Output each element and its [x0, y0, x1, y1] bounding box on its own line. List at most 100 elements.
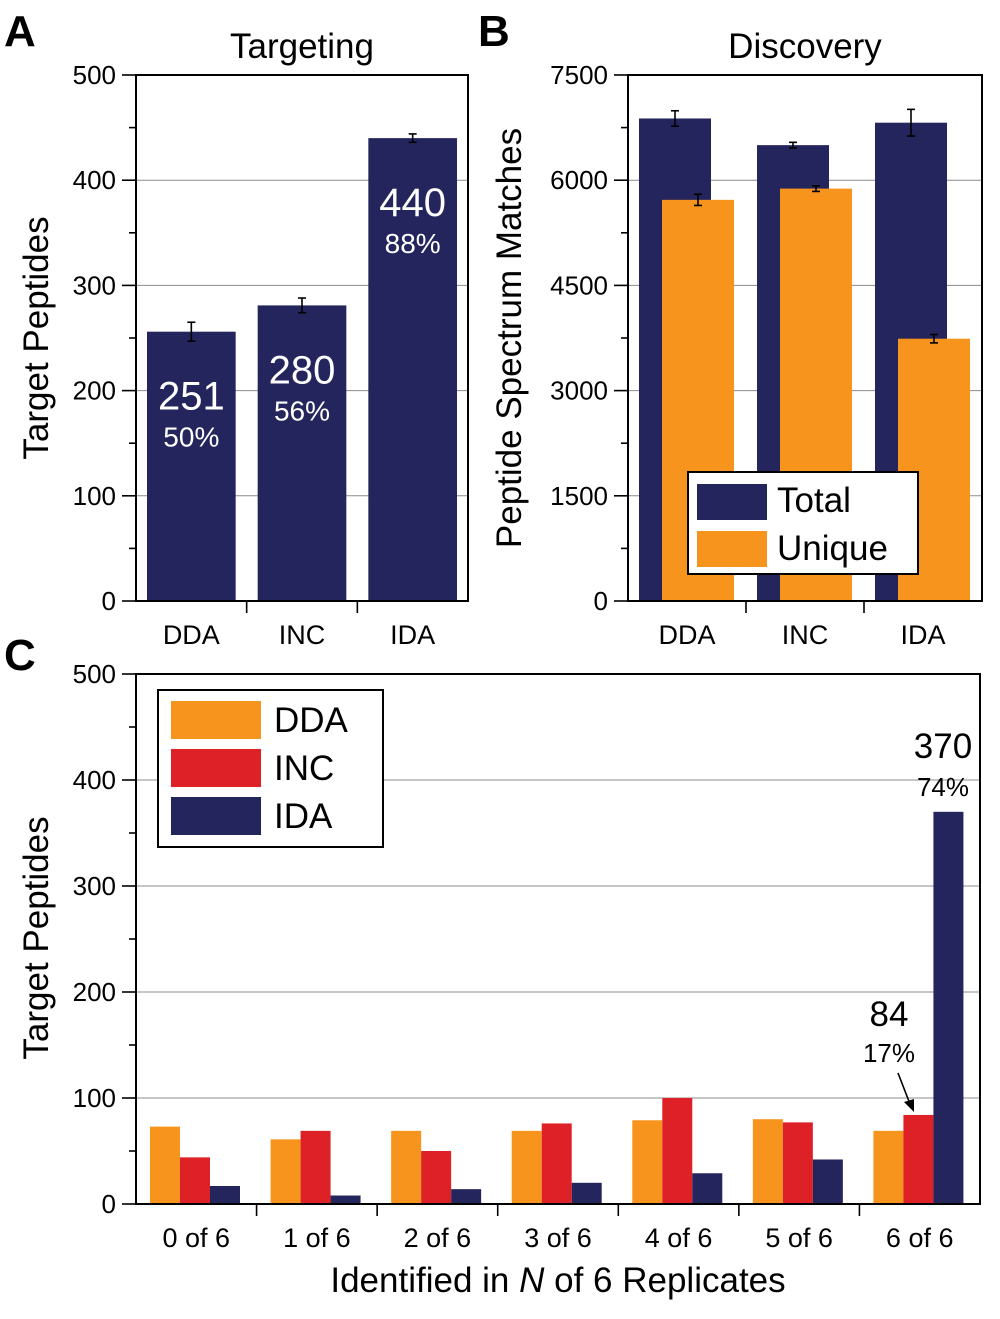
- panel-letter-c: C: [4, 631, 36, 680]
- bar-ida: [368, 138, 457, 601]
- bar-label-percent-inc: 56%: [274, 395, 330, 426]
- panel-c-xlabel: Identified in N of 6 Replicates: [330, 1261, 785, 1300]
- b-ytick-label-0: 0: [594, 586, 608, 616]
- panel-c-xlabel-part-1: Identified in: [330, 1261, 519, 1300]
- legend-label-unique: Unique: [777, 529, 888, 568]
- bar-inc-2-of-6: [421, 1151, 452, 1204]
- annotation-84-percent: 17%: [863, 1038, 915, 1068]
- legend-swatch-ida: [171, 797, 261, 835]
- panel-b: Discovery Peptide Spectrum Matches 0 1500…: [490, 27, 983, 650]
- bar-dda-4-of-6: [632, 1120, 663, 1204]
- b-xtick-label-inc: INC: [782, 620, 829, 650]
- bar-inc-1-of-6: [300, 1130, 331, 1204]
- bar-dda: [147, 331, 236, 601]
- annotation-84-arrowhead: [904, 1099, 914, 1112]
- panel-letter-b: B: [478, 7, 510, 56]
- annotation-84-value: 84: [870, 995, 909, 1034]
- legend-label-ida: IDA: [274, 797, 333, 836]
- legend-label-inc: INC: [274, 749, 334, 788]
- b-ytick-label-1500: 1500: [550, 481, 608, 511]
- bar-dda-6-of-6: [873, 1130, 904, 1204]
- bar-dda-3-of-6: [511, 1130, 542, 1204]
- panel-letter-a: A: [4, 7, 36, 56]
- panel-b-x-ticks: DDA INC IDA: [658, 601, 946, 650]
- a-xtick-label-dda: DDA: [163, 620, 220, 650]
- bar-ida-4-of-6: [692, 1173, 723, 1204]
- panel-c-ylabel: Target Peptides: [17, 816, 56, 1059]
- c-xtick-label-3-of-6: 3 of 6: [524, 1223, 592, 1253]
- c-xtick-label-6-of-6: 6 of 6: [886, 1223, 954, 1253]
- bar-inc-0-of-6: [180, 1157, 210, 1204]
- c-ytick-label-400: 400: [73, 765, 116, 795]
- a-ytick-label-400: 400: [73, 165, 116, 195]
- bar-inc-5-of-6: [782, 1122, 813, 1204]
- c-xtick-label-0-of-6: 0 of 6: [163, 1223, 231, 1253]
- bar-inc-4-of-6: [662, 1098, 693, 1204]
- bar-ida-6-of-6: [933, 811, 964, 1204]
- c-xtick-label-5-of-6: 5 of 6: [765, 1223, 833, 1253]
- bar-ida-3-of-6: [571, 1182, 602, 1204]
- bar-dda-5-of-6: [752, 1119, 783, 1204]
- bar-label-percent-dda: 50%: [163, 422, 219, 453]
- legend-swatch-unique: [697, 531, 767, 567]
- b-ytick-label-3000: 3000: [550, 376, 608, 406]
- bar-ida-5-of-6: [812, 1159, 843, 1204]
- b-xtick-label-ida: IDA: [900, 620, 945, 650]
- c-ytick-label-0: 0: [102, 1189, 116, 1219]
- bar-ida-0-of-6: [210, 1185, 240, 1204]
- bar-dda-1-of-6: [270, 1139, 301, 1204]
- panel-c-x-ticks: 0 of 6 1 of 6 2 of 6 3 of 6 4 of 6 5 of 6 6 of…: [163, 1204, 954, 1253]
- legend-swatch-total: [697, 484, 767, 520]
- bar-inc-6-of-6: [903, 1114, 934, 1204]
- a-ytick-label-200: 200: [73, 376, 116, 406]
- c-ytick-label-100: 100: [73, 1083, 116, 1113]
- bar-inc: [257, 305, 347, 601]
- c-xtick-label-2-of-6: 2 of 6: [404, 1223, 472, 1253]
- a-ytick-label-300: 300: [73, 270, 116, 300]
- panel-a-ylabel: Target Peptides: [17, 216, 56, 459]
- legend-swatch-dda: [171, 701, 261, 739]
- panel-c: Target Peptides 0 100 200 300 400 500 0 of 6 1…: [17, 659, 981, 1300]
- annotation-370-value: 370: [914, 727, 972, 766]
- panel-a-title: Targeting: [230, 27, 374, 66]
- bar-dda-2-of-6: [391, 1130, 422, 1204]
- c-ytick-label-300: 300: [73, 871, 116, 901]
- a-ytick-label-500: 500: [73, 60, 116, 90]
- legend-label-total: Total: [777, 481, 851, 520]
- bar-dda-0-of-6: [150, 1126, 180, 1204]
- panel-a-bars: [147, 133, 457, 601]
- bar-label-value-ida: 440: [379, 181, 446, 225]
- panel-b-ylabel: Peptide Spectrum Matches: [490, 128, 529, 548]
- b-ytick-label-7500: 7500: [550, 60, 608, 90]
- annotation-84-arrow: [897, 1072, 911, 1105]
- panel-b-legend: Total Unique: [687, 471, 919, 575]
- a-xtick-label-ida: IDA: [390, 620, 435, 650]
- legend-label-dda: DDA: [274, 701, 349, 740]
- c-xtick-label-4-of-6: 4 of 6: [645, 1223, 713, 1253]
- a-xtick-label-inc: INC: [279, 620, 326, 650]
- panel-c-legend: DDA INC IDA: [157, 689, 384, 848]
- a-ytick-label-100: 100: [73, 481, 116, 511]
- panel-b-title: Discovery: [728, 27, 882, 66]
- bar-label-percent-ida: 88%: [385, 228, 441, 259]
- panel-a-y-ticks: 0 100 200 300 400 500: [73, 60, 136, 616]
- annotation-370-percent: 74%: [917, 772, 969, 802]
- panel-c-bars: [150, 811, 964, 1204]
- b-ytick-label-6000: 6000: [550, 165, 608, 195]
- bar-ida-1-of-6: [330, 1195, 361, 1204]
- bar-label-value-dda: 251: [158, 375, 225, 419]
- bar-ida-2-of-6: [451, 1189, 482, 1204]
- b-ytick-label-4500: 4500: [550, 270, 608, 300]
- c-ytick-label-200: 200: [73, 977, 116, 1007]
- a-ytick-label-0: 0: [102, 586, 116, 616]
- panel-c-xlabel-part-3: of 6 Replicates: [544, 1261, 785, 1300]
- panel-b-y-ticks: 0 1500 3000 4500 6000 7500: [550, 60, 628, 616]
- b-xtick-label-dda: DDA: [658, 620, 715, 650]
- panel-a-x-ticks: DDA INC IDA: [163, 601, 435, 650]
- legend-swatch-inc: [171, 749, 261, 787]
- c-xtick-label-1-of-6: 1 of 6: [283, 1223, 351, 1253]
- bar-label-value-inc: 280: [269, 348, 336, 392]
